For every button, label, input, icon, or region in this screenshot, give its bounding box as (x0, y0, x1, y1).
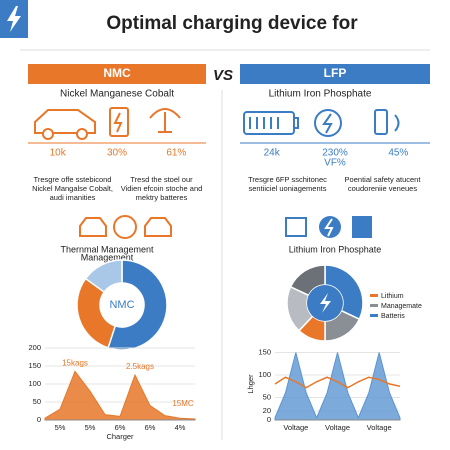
warning-box (352, 216, 372, 238)
x-tick-label: Voltage (367, 423, 392, 432)
y-tick-label: 150 (258, 347, 271, 356)
right-section-icons (285, 216, 372, 238)
left-section-icons (79, 215, 172, 239)
y-tick-label: 50 (33, 397, 41, 406)
bolt (113, 112, 123, 133)
y-tick-label: 0 (37, 415, 41, 424)
annotation: 2.5kags (126, 362, 154, 371)
annotation: 15kags (62, 359, 88, 368)
line (274, 376, 401, 389)
note: sentiiciel uoniagements (249, 184, 327, 193)
right-icons (243, 109, 400, 137)
y-tick-label: 50 (263, 392, 271, 401)
y-tick-label: 150 (28, 361, 41, 370)
bolt-icon (7, 6, 21, 32)
box-icon (285, 217, 307, 237)
note: Tresd the stoel our (130, 175, 193, 184)
note: Tresgre 6FP sschitonec (248, 175, 327, 184)
battery-icon (109, 107, 129, 137)
legend-swatch (370, 314, 378, 317)
note: Poential safety atucent (345, 175, 422, 184)
x-tick-label: 6% (145, 423, 156, 432)
plug-circle (113, 215, 137, 239)
bolt (324, 218, 334, 237)
note: coudoreniie veneues (348, 184, 417, 193)
legend-label: Managemate (381, 303, 422, 310)
legend-swatch (370, 294, 378, 297)
right-subtitle: Lithium Iron Phosphate (269, 89, 372, 100)
charge-circle (314, 109, 342, 137)
plug-icon (149, 108, 181, 133)
cells (249, 117, 279, 129)
section-title: Thernmal Management (60, 244, 154, 254)
legend-swatch (370, 304, 378, 307)
legend-label: Batteris (381, 313, 405, 320)
annotation: 15MC (172, 399, 194, 408)
note: audi imanities (50, 193, 96, 202)
left-banner-text: NMC (103, 66, 131, 80)
right-banner-text: LFP (324, 66, 347, 80)
stat: 230% (322, 148, 348, 159)
vs-label: VS (213, 67, 233, 84)
x-tick-label: 5% (85, 423, 96, 432)
note: Vidien efcoin stoche and (121, 184, 203, 193)
right-banner (240, 64, 430, 84)
x-tick-label: 6% (115, 423, 126, 432)
stat-sub: VF% (324, 158, 346, 169)
bolt (322, 113, 333, 134)
y-tick-label: 20 (263, 406, 271, 415)
car-icon (144, 217, 172, 237)
left-icons (34, 107, 181, 140)
signal (394, 114, 400, 132)
wheel (76, 128, 88, 140)
car-icon (34, 109, 96, 134)
section-title: Lithium Iron Phosphate (289, 244, 382, 254)
x-tick-label: 4% (175, 423, 186, 432)
y-tick-label: 0 (267, 415, 271, 424)
area (44, 370, 196, 421)
stat: 10k (50, 148, 67, 159)
x-tick-label: Voltage (325, 423, 350, 432)
note: Tresgre offe sstebicond (34, 175, 112, 184)
phone-icon (374, 109, 388, 135)
stat: 61% (166, 148, 186, 159)
y-tick-label: 100 (28, 379, 41, 388)
x-tick-label: Voltage (283, 423, 308, 432)
stat: 30% (107, 148, 127, 159)
battery-tip (293, 117, 299, 129)
note: mektry batteres (136, 193, 188, 202)
note: Nickel Mangalse Cobalt, (32, 184, 113, 193)
y-tick-label: 200 (28, 343, 41, 352)
donut-hole (100, 283, 144, 327)
area (274, 352, 401, 421)
donut-slice (107, 259, 168, 351)
y-axis-label: Lhger (246, 374, 255, 394)
x-axis-label: Charger (106, 432, 134, 441)
stat: 24k (264, 148, 281, 159)
x-tick-label: 5% (55, 423, 66, 432)
wheel (42, 128, 54, 140)
donut-center: NMC (109, 299, 134, 311)
y-tick-label: 100 (258, 370, 271, 379)
bolt (320, 293, 331, 313)
section-title: Management (81, 252, 134, 262)
left-subtitle: Nickel Manganese Cobalt (60, 89, 174, 100)
legend-label: Lithium (381, 293, 404, 300)
left-banner (28, 64, 206, 84)
stat: 45% (388, 148, 408, 159)
car-icon (79, 217, 107, 237)
title: Optimal charging device for (106, 13, 358, 34)
